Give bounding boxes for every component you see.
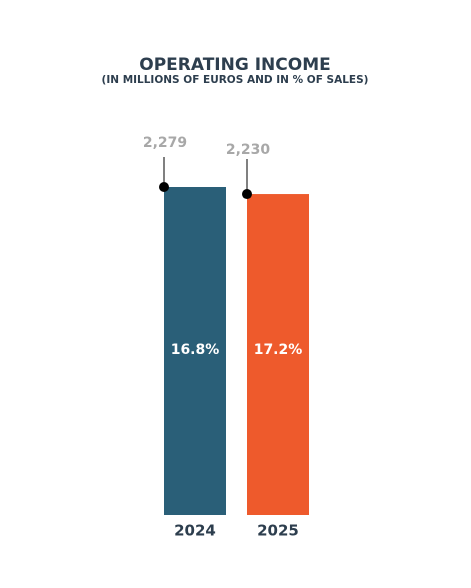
x-tick-label: 2025 — [257, 522, 299, 540]
bar — [247, 194, 309, 515]
chart-title: OPERATING INCOME — [139, 55, 330, 75]
chart-subtitle: (IN MILLIONS OF EUROS AND IN % OF SALES) — [102, 74, 369, 86]
value-label: 2,279 — [143, 135, 187, 151]
value-label: 2,230 — [226, 142, 271, 158]
share-label: 16.8% — [171, 342, 220, 358]
x-tick-label: 2024 — [174, 522, 216, 540]
leader-dot — [159, 182, 169, 192]
leader-dot — [242, 189, 252, 200]
share-label: 17.2% — [254, 342, 303, 358]
bar — [164, 187, 226, 515]
